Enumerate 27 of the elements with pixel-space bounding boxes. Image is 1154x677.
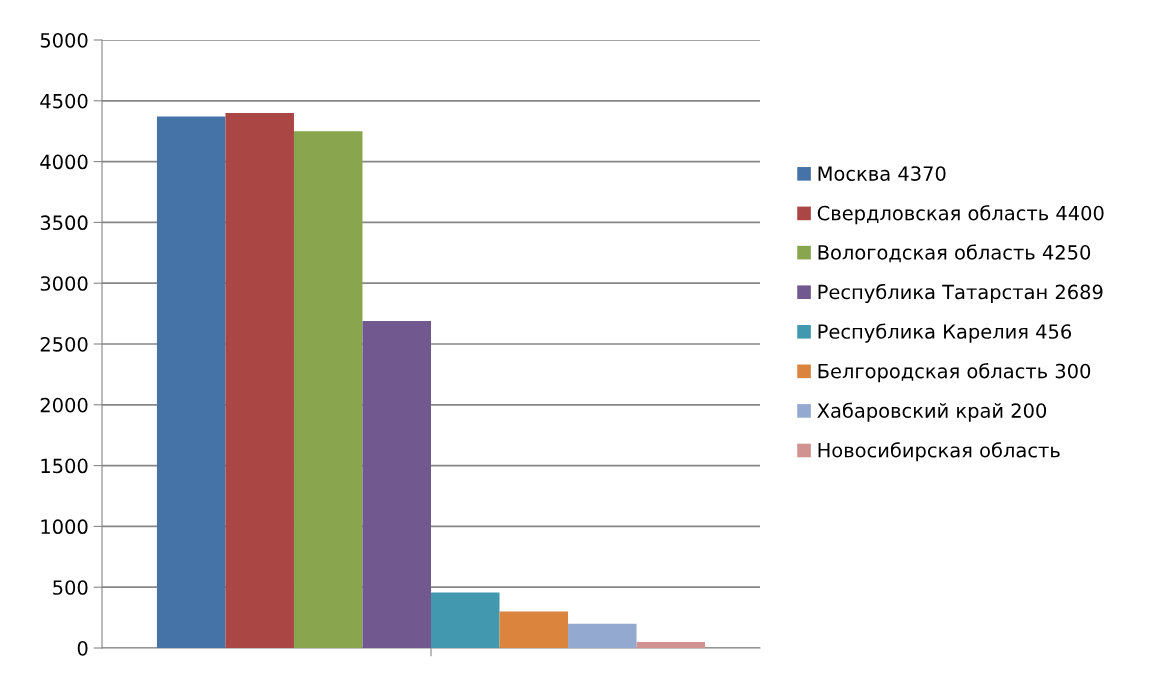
legend-label: Республика Татарстан 2689 [818,283,1103,304]
bar [225,112,294,648]
legend-label: Хабаровский край 200 [817,402,1047,422]
bar [362,321,431,648]
legend-label: Белгородская область 300 [818,363,1091,383]
y-tick-label: 0 [77,640,88,656]
legend-label: Свердловская область 4400 [817,205,1104,225]
legend-label: Новосибирская область [818,442,1060,462]
y-tick-label: 3000 [40,276,88,291]
bar [568,623,637,648]
y-tick-label: 2500 [40,336,88,352]
bar [156,116,226,648]
bar [431,592,500,648]
y-tick-label: 4000 [40,154,88,170]
y-tick-label: 1000 [41,519,88,535]
y-tick-label: 4500 [40,93,88,109]
legend-label: Москва 4370 [818,166,946,181]
bar [293,131,363,648]
y-tick-label: 3500 [40,215,88,231]
y-tick-label: 1500 [41,458,88,474]
y-tick-label: 2000 [40,397,88,413]
bar [636,641,706,648]
y-tick-label: 500 [53,580,88,595]
bar [499,611,569,648]
y-tick-label: 5000 [40,32,88,48]
legend-label: Республика Карелия 456 [818,323,1072,343]
legend-label: Вологодская область 4250 [818,244,1091,263]
